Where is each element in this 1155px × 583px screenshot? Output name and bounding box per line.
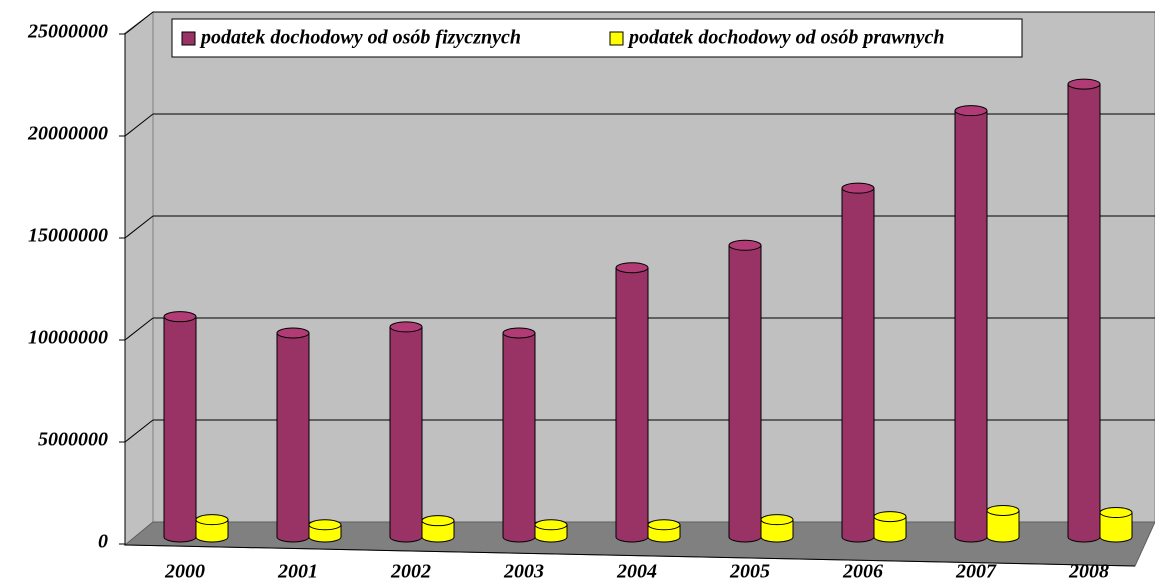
bar-top	[873, 511, 907, 523]
bar-body-cover	[503, 333, 535, 537]
legend-label: podatek dochodowy od osób prawnych	[627, 27, 945, 49]
bar	[195, 514, 229, 543]
grid-line-side	[124, 317, 154, 341]
x-tick-label: 2007	[955, 561, 997, 583]
bar-top	[986, 504, 1020, 516]
bar	[502, 327, 536, 543]
bar-top	[534, 519, 568, 531]
bar-body-cover	[729, 245, 761, 537]
bar-body-cover	[164, 316, 196, 537]
bar	[276, 327, 310, 543]
bar	[421, 515, 455, 543]
bar-body-cover	[955, 110, 987, 537]
bar-top	[647, 519, 681, 531]
bar	[760, 514, 794, 543]
bar-top	[276, 327, 310, 339]
x-tick-label: 2002	[390, 561, 431, 583]
x-tick-label: 2004	[616, 561, 657, 583]
bar-top	[308, 519, 342, 531]
bar	[163, 311, 197, 543]
bar-body-cover	[390, 326, 422, 537]
y-tick-label: 20000000	[27, 123, 108, 145]
bar-top	[954, 105, 988, 117]
grid-line-side	[124, 113, 154, 137]
bar-body-cover	[616, 267, 648, 537]
x-tick-label: 2001	[277, 561, 318, 583]
bar	[1099, 507, 1133, 543]
grid-line-side	[124, 11, 154, 35]
bar	[873, 511, 907, 543]
bar	[534, 519, 568, 543]
bar-body-cover	[842, 188, 874, 537]
bar-top	[728, 239, 762, 251]
y-tick-label: 5000000	[38, 429, 108, 451]
bar-top	[195, 514, 229, 526]
bar-top	[1067, 78, 1101, 90]
bar-body-cover	[1068, 84, 1100, 538]
bar-top	[502, 327, 536, 339]
bar	[308, 519, 342, 543]
legend-swatch	[609, 31, 624, 46]
y-tick-label: 15000000	[28, 225, 108, 247]
bar	[615, 262, 649, 543]
bar	[986, 504, 1020, 543]
legend-label: podatek dochodowy od osób fizycznych	[199, 27, 521, 49]
x-tick-label: 2005	[729, 561, 770, 583]
y-tick-label: 10000000	[28, 327, 108, 349]
y-tick-label: 25000000	[27, 21, 108, 43]
legend: podatek dochodowy od osób fizycznych poda…	[171, 18, 1023, 58]
y-tick-label: 0	[98, 531, 108, 553]
bar	[728, 239, 762, 543]
x-tick-label: 2003	[503, 561, 544, 583]
bar	[841, 182, 875, 543]
grid-line-side	[124, 419, 154, 443]
bar	[1067, 78, 1101, 543]
bar	[647, 519, 681, 543]
x-tick-label: 2008	[1068, 561, 1109, 583]
bar-top	[841, 182, 875, 194]
bar-top	[1099, 507, 1133, 519]
bar-top	[163, 311, 197, 323]
grid-line-side	[124, 215, 154, 239]
legend-swatch	[181, 31, 196, 46]
bar-top	[760, 514, 794, 526]
bar	[954, 105, 988, 543]
side-wall	[124, 11, 154, 547]
x-tick-label: 2000	[164, 561, 205, 583]
x-tick-label: 2006	[842, 561, 883, 583]
bar-body-cover	[277, 333, 309, 537]
bar-top	[421, 515, 455, 527]
legend-box	[171, 18, 1023, 58]
bar	[389, 321, 423, 543]
x-axis	[124, 544, 1136, 567]
bar-top	[389, 321, 423, 333]
bar-top	[615, 262, 649, 274]
bar-body-cover	[874, 516, 906, 537]
